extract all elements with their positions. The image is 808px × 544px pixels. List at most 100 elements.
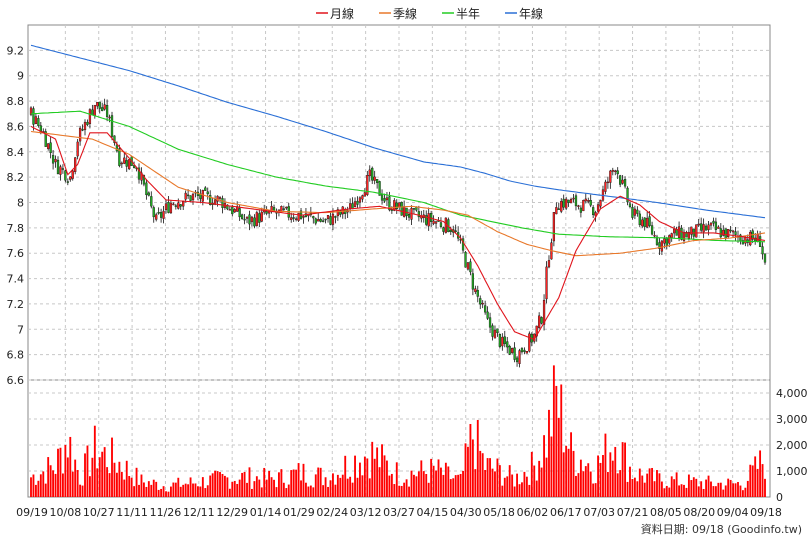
volume-bar — [449, 479, 452, 497]
volume-bar — [562, 452, 565, 497]
candle-body — [395, 202, 398, 210]
candle-body — [184, 192, 187, 200]
candle-body — [240, 214, 244, 219]
candle-body — [628, 203, 632, 207]
candle-body — [493, 329, 497, 339]
candle-body — [619, 175, 622, 185]
candle-body — [209, 195, 212, 205]
candle-body — [376, 179, 379, 183]
candle-body — [204, 187, 207, 191]
candle-body — [503, 336, 506, 345]
volume-bar — [373, 458, 376, 497]
volume-bar — [371, 441, 374, 497]
volume-bar — [334, 484, 337, 497]
candle-body — [191, 193, 195, 201]
candle-body — [32, 108, 35, 125]
data-source-note: 資料日期: 09/18 (Goodinfo.tw) — [640, 523, 802, 536]
volume-bar — [37, 480, 40, 497]
volume-bar — [192, 483, 194, 497]
candle-body — [128, 159, 131, 170]
volume-bar — [140, 474, 143, 497]
volume-bar — [300, 480, 302, 497]
candle-body — [243, 218, 246, 221]
candle-body — [231, 206, 234, 215]
candle-body — [407, 214, 411, 218]
volume-bar — [734, 483, 737, 497]
volume-bar — [177, 477, 180, 497]
candle-body — [690, 226, 693, 235]
volume-bar — [329, 480, 332, 497]
volume-bar — [64, 444, 67, 497]
volume-bar — [142, 482, 145, 497]
candle-body — [71, 170, 74, 179]
date-tick-label: 02/24 — [316, 506, 348, 519]
legend-label: 年線 — [519, 6, 543, 21]
candle-body — [542, 299, 546, 325]
volume-bar — [621, 442, 624, 497]
volume-bar — [641, 475, 644, 497]
date-tick-label: 11/11 — [116, 506, 148, 519]
candle-body — [719, 228, 722, 238]
volume-bar — [462, 470, 464, 497]
volume-bar — [513, 486, 516, 497]
candle-body — [105, 105, 109, 117]
candle-body — [265, 211, 268, 214]
volume-bar — [552, 365, 555, 497]
volume-bar — [71, 471, 74, 497]
candle-body — [670, 233, 673, 238]
volume-bar — [314, 474, 317, 497]
volume-bar — [579, 459, 582, 497]
volume-bar — [643, 482, 646, 497]
candle-body — [103, 104, 106, 110]
volume-bar — [241, 472, 244, 497]
candle-body — [228, 209, 231, 211]
price-tick-label: 8.6 — [7, 120, 25, 133]
volume-bar — [258, 479, 261, 497]
volume-bar — [403, 482, 406, 497]
date-tick-label: 04/15 — [417, 506, 449, 519]
candle-body — [449, 229, 452, 232]
volume-bar — [165, 491, 167, 497]
volume-bar — [125, 460, 128, 497]
volume-bar — [292, 469, 295, 497]
volume-bar — [57, 448, 59, 497]
candle-body — [763, 253, 767, 263]
candle-body — [368, 169, 371, 177]
date-tick-label: 03/27 — [383, 506, 415, 519]
volume-bar — [739, 485, 742, 497]
candle-body — [685, 232, 688, 238]
volume-bar — [32, 474, 35, 497]
date-tick-label: 12/29 — [216, 506, 248, 519]
candle-body — [132, 165, 136, 168]
volume-bar — [103, 447, 106, 497]
volume-bar — [663, 488, 666, 497]
candle-body — [157, 212, 160, 214]
candle-body — [638, 213, 641, 226]
candle-body — [496, 328, 499, 334]
volume-bar — [629, 466, 631, 497]
volume-bar — [690, 480, 693, 497]
volume-bar — [567, 448, 570, 497]
candle-body — [724, 228, 727, 239]
candle-body — [152, 207, 155, 218]
volume-bar — [422, 471, 425, 497]
volume-bar — [410, 470, 413, 497]
price-tick-label: 8.8 — [7, 95, 25, 108]
volume-bar — [425, 473, 428, 497]
candle-body — [29, 107, 33, 115]
volume-bar — [378, 467, 381, 497]
candle-body — [668, 235, 671, 244]
volume-bar — [201, 477, 204, 497]
volume-bar — [543, 435, 545, 497]
candle-body — [734, 231, 737, 235]
candle-body — [486, 311, 489, 319]
candle-body — [164, 203, 168, 211]
volume-bar — [302, 463, 305, 497]
candle-body — [125, 160, 128, 167]
volume-bar — [719, 482, 722, 497]
volume-bar — [651, 467, 654, 497]
volume-bar — [211, 473, 214, 497]
candle-body — [677, 226, 681, 238]
volume-bar — [138, 484, 140, 497]
volume-bar — [440, 467, 442, 497]
